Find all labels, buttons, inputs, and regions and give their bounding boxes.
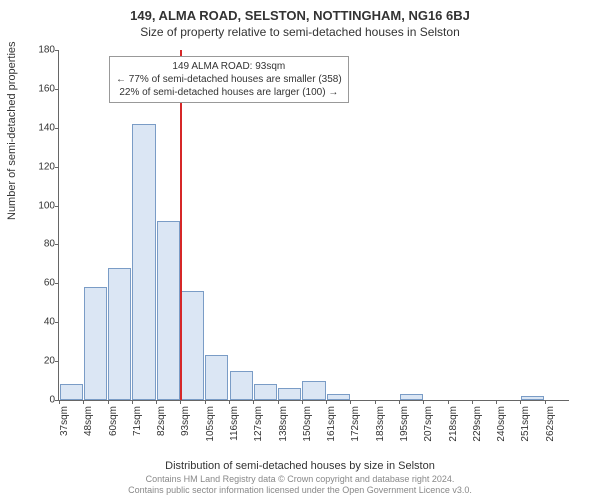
x-tick-label: 262sqm	[545, 406, 556, 442]
x-tick-mark	[326, 400, 327, 404]
x-tick-mark	[545, 400, 546, 404]
x-tick-label: 195sqm	[399, 406, 410, 442]
histogram-bar	[254, 384, 277, 400]
histogram-bar	[230, 371, 253, 400]
x-tick-mark	[180, 400, 181, 404]
x-tick-label: 127sqm	[253, 406, 264, 442]
chart-title-sub: Size of property relative to semi-detach…	[0, 23, 600, 39]
chart-title-main: 149, ALMA ROAD, SELSTON, NOTTINGHAM, NG1…	[0, 0, 600, 23]
x-tick-label: 183sqm	[375, 406, 386, 442]
histogram-bar	[327, 394, 350, 400]
x-tick-mark	[302, 400, 303, 404]
y-tick-mark	[55, 206, 59, 207]
x-tick-mark	[108, 400, 109, 404]
histogram-bar	[278, 388, 301, 400]
x-tick-label: 161sqm	[326, 406, 337, 442]
x-tick-label: 71sqm	[132, 406, 143, 436]
histogram-bar	[157, 221, 180, 400]
histogram-bar	[400, 394, 423, 400]
x-tick-label: 172sqm	[350, 406, 361, 442]
x-tick-label: 37sqm	[59, 406, 70, 436]
x-tick-mark	[132, 400, 133, 404]
histogram-bar	[205, 355, 228, 400]
annotation-line1: 149 ALMA ROAD: 93sqm	[116, 60, 342, 73]
x-axis-label: Distribution of semi-detached houses by …	[0, 460, 600, 472]
y-axis-label: Number of semi-detached properties	[6, 41, 18, 220]
x-tick-mark	[520, 400, 521, 404]
x-tick-mark	[156, 400, 157, 404]
x-tick-label: 150sqm	[302, 406, 313, 442]
x-tick-label: 105sqm	[205, 406, 216, 442]
x-tick-label: 60sqm	[108, 406, 119, 436]
annotation-box: 149 ALMA ROAD: 93sqm← 77% of semi-detach…	[109, 56, 349, 103]
x-tick-mark	[278, 400, 279, 404]
x-tick-mark	[59, 400, 60, 404]
x-tick-mark	[472, 400, 473, 404]
x-tick-mark	[83, 400, 84, 404]
chart-footer: Contains HM Land Registry data © Crown c…	[0, 474, 600, 496]
x-tick-mark	[350, 400, 351, 404]
chart-plot-area: 02040608010012014016018037sqm48sqm60sqm7…	[58, 50, 569, 401]
x-tick-label: 229sqm	[472, 406, 483, 442]
y-tick-mark	[55, 244, 59, 245]
histogram-bar	[60, 384, 83, 400]
histogram-bar	[181, 291, 204, 400]
x-tick-label: 82sqm	[156, 406, 167, 436]
x-tick-mark	[375, 400, 376, 404]
x-tick-label: 138sqm	[278, 406, 289, 442]
x-tick-mark	[399, 400, 400, 404]
histogram-bar	[302, 381, 325, 400]
x-tick-mark	[253, 400, 254, 404]
x-tick-label: 240sqm	[496, 406, 507, 442]
x-tick-mark	[448, 400, 449, 404]
histogram-bar	[84, 287, 107, 400]
y-tick-mark	[55, 128, 59, 129]
y-tick-mark	[55, 322, 59, 323]
histogram-bar	[132, 124, 155, 400]
annotation-line2: ← 77% of semi-detached houses are smalle…	[116, 73, 342, 86]
y-tick-mark	[55, 50, 59, 51]
footer-line1: Contains HM Land Registry data © Crown c…	[0, 474, 600, 485]
x-tick-label: 251sqm	[520, 406, 531, 442]
y-tick-mark	[55, 283, 59, 284]
y-tick-mark	[55, 89, 59, 90]
footer-line2: Contains public sector information licen…	[0, 485, 600, 496]
x-tick-label: 207sqm	[423, 406, 434, 442]
histogram-bar	[108, 268, 131, 400]
x-tick-label: 93sqm	[180, 406, 191, 436]
y-tick-mark	[55, 167, 59, 168]
x-tick-mark	[205, 400, 206, 404]
y-tick-mark	[55, 361, 59, 362]
annotation-line3: 22% of semi-detached houses are larger (…	[116, 86, 342, 99]
x-tick-mark	[423, 400, 424, 404]
histogram-bar	[521, 396, 544, 400]
x-tick-label: 48sqm	[83, 406, 94, 436]
x-tick-label: 218sqm	[448, 406, 459, 442]
x-tick-mark	[496, 400, 497, 404]
x-tick-mark	[229, 400, 230, 404]
x-tick-label: 116sqm	[229, 406, 240, 441]
